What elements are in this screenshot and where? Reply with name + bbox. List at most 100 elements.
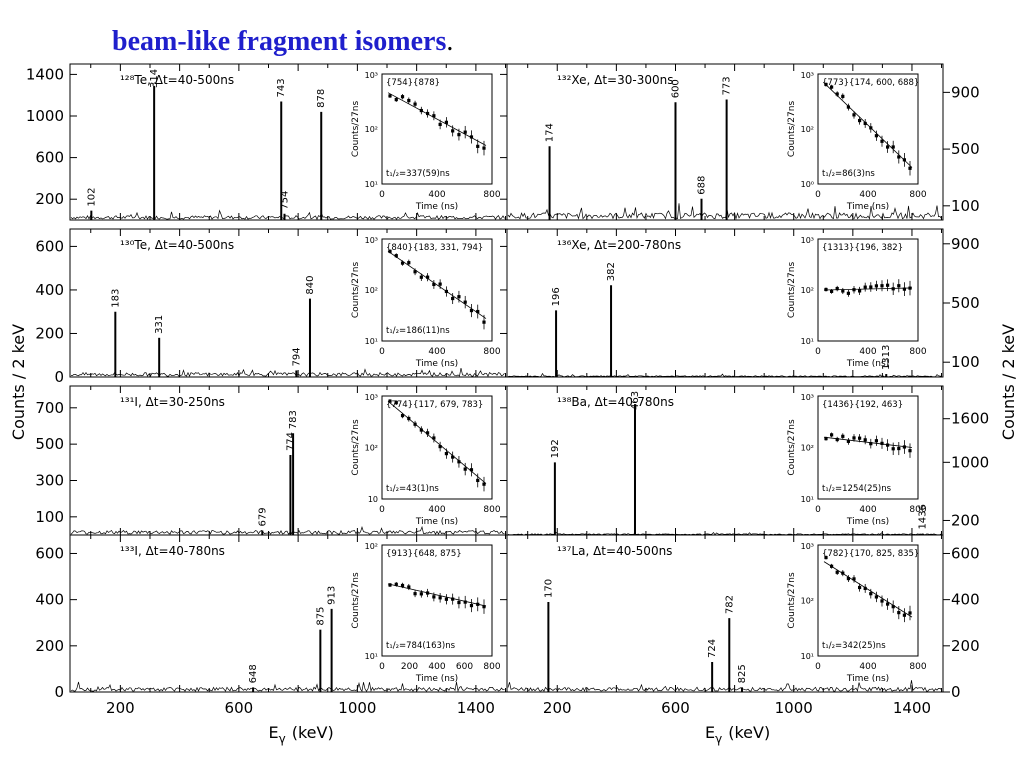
inset-fit-line bbox=[823, 561, 913, 618]
inset-y-mid: 10² bbox=[365, 286, 378, 295]
y-tick-label: 100 bbox=[951, 197, 980, 215]
peak-label: 102 bbox=[86, 188, 97, 207]
inset-point bbox=[886, 602, 890, 606]
y-tick-label: 600 bbox=[35, 544, 64, 562]
inset-point bbox=[400, 413, 405, 418]
inset-y-label: Counts/27ns bbox=[787, 262, 797, 319]
inset-halflife: t₁/₂=86(3)ns bbox=[822, 169, 875, 179]
spectrum-panel-4: 679 774 783 ¹³¹I, Δt=30-250ns 100 300 500 700 {7… bbox=[35, 385, 508, 536]
inset-frame bbox=[381, 238, 493, 342]
inset-y-mid: 10² bbox=[801, 597, 814, 606]
inset-decay-plot: {782}{170, 825, 835} t₁/₂=342(25)ns 10³ 10²… bbox=[787, 542, 927, 684]
peak-label: 679 bbox=[257, 507, 268, 526]
inset-point bbox=[451, 296, 455, 301]
inset-point bbox=[482, 482, 486, 486]
inset-point bbox=[388, 249, 392, 253]
inset-y-mid: 10² bbox=[365, 125, 378, 134]
y-tick-label: 600 bbox=[35, 149, 64, 167]
inset-point bbox=[469, 135, 474, 139]
inset-point bbox=[863, 121, 867, 126]
inset-frame bbox=[381, 395, 493, 500]
inset-point bbox=[886, 283, 890, 287]
y-tick-label: 100 bbox=[35, 508, 64, 526]
peak-label: 648 bbox=[248, 664, 259, 683]
inset-point bbox=[858, 118, 862, 123]
inset-y-max: 10³ bbox=[365, 393, 378, 402]
inset-title: {754}{878} bbox=[386, 78, 440, 88]
peak-label: 774 bbox=[285, 432, 296, 451]
slide-title: beam-like fragment isomers. bbox=[112, 26, 453, 58]
y-tick-label: 1000 bbox=[951, 453, 989, 471]
inset-point bbox=[852, 577, 856, 581]
inset-point bbox=[897, 155, 901, 159]
inset-point bbox=[444, 120, 448, 124]
inset-point bbox=[438, 596, 442, 600]
peak-label: 782 bbox=[724, 595, 735, 614]
inset-point bbox=[874, 439, 878, 443]
inset-x-tick-label: 400 bbox=[428, 505, 445, 515]
inset-point bbox=[400, 95, 405, 99]
inset-point bbox=[444, 452, 448, 456]
panel-label: ¹³⁸Ba, Δt=40-780ns bbox=[557, 395, 674, 409]
inset-x-tick-label: 600 bbox=[456, 662, 473, 672]
peak-label: 463 bbox=[630, 391, 641, 410]
inset-point bbox=[852, 288, 856, 292]
inset-point bbox=[451, 597, 455, 601]
peak-label: 743 bbox=[276, 78, 287, 97]
inset-point bbox=[469, 308, 474, 313]
inset-halflife: t₁/₂=784(163)ns bbox=[386, 641, 456, 651]
inset-frame bbox=[817, 395, 919, 500]
spectrum-background bbox=[70, 681, 505, 693]
inset-decay-plot: {754}{878} t₁/₂=337(59)ns 10³ 10² 10¹ Counts/… bbox=[351, 71, 501, 212]
y-tick-label: 200 bbox=[35, 637, 64, 655]
inset-y-label: Counts/27ns bbox=[351, 101, 361, 158]
inset-x-label: Time (ns) bbox=[846, 202, 889, 212]
inset-point bbox=[835, 437, 839, 442]
y-tick-label: 900 bbox=[951, 235, 980, 253]
inset-x-label: Time (ns) bbox=[846, 359, 889, 369]
inset-y-min: 10 bbox=[368, 495, 378, 504]
spectrum-panel-1: 174 600 688 773 ¹³²Xe, Δt=30-300ns 100 500 900 {… bbox=[506, 63, 980, 221]
inset-title: {840}{183, 331, 794} bbox=[386, 243, 483, 253]
inset-point bbox=[400, 261, 405, 265]
y-tick-label: 500 bbox=[951, 140, 980, 158]
inset-x-tick-label: 400 bbox=[859, 662, 876, 672]
spectrum-panel-0: 102 314 743 754 878 ¹²⁸Te, Δt=40-500ns 200 600 1… bbox=[26, 63, 508, 221]
inset-halflife: t₁/₂=43(1)ns bbox=[386, 484, 439, 494]
y-tick-label: 500 bbox=[35, 435, 64, 453]
inset-y-mid: 10² bbox=[801, 286, 814, 295]
inset-point bbox=[469, 468, 474, 472]
y-tick-label: 100 bbox=[951, 353, 980, 371]
y-axis-label-right: Counts / 2 keV bbox=[999, 324, 1018, 440]
inset-point bbox=[419, 275, 423, 279]
inset-x-tick-label: 0 bbox=[379, 347, 385, 357]
inset-point bbox=[852, 436, 856, 440]
inset-x-tick-label: 800 bbox=[483, 662, 500, 672]
inset-point bbox=[388, 399, 392, 403]
inset-point bbox=[426, 275, 430, 279]
inset-x-tick-label: 0 bbox=[815, 190, 821, 200]
peak-label: 183 bbox=[110, 289, 121, 308]
spectrum-panel-5: 192 463 1436 ¹³⁸Ba, Δt=40-780ns 200 1000 1600 {… bbox=[506, 385, 989, 536]
peak-label: 1313 bbox=[881, 345, 892, 370]
inset-point bbox=[874, 134, 878, 138]
slide-title-text: beam-like fragment isomers bbox=[112, 26, 447, 57]
inset-point bbox=[902, 287, 906, 291]
inset-x-tick-label: 400 bbox=[428, 190, 445, 200]
inset-point bbox=[407, 585, 411, 589]
inset-title: {774}{117, 679, 783} bbox=[386, 400, 483, 410]
peak-label: 773 bbox=[722, 76, 733, 95]
spectrum-panel-3: 196 382 1313 ¹³⁶Xe, Δt=200-780ns 100 500 900 {1… bbox=[506, 228, 980, 378]
inset-frame bbox=[817, 73, 919, 185]
inset-point bbox=[835, 286, 839, 291]
x-tick-label: 1000 bbox=[338, 699, 376, 717]
inset-x-label: Time (ns) bbox=[415, 517, 458, 527]
x-tick-label: 200 bbox=[543, 699, 572, 717]
inset-y-mid: 10² bbox=[365, 444, 378, 453]
inset-x-tick-label: 0 bbox=[379, 662, 385, 672]
inset-x-tick-label: 800 bbox=[483, 347, 500, 357]
y-tick-label: 200 bbox=[951, 637, 980, 655]
spectrum-background bbox=[507, 680, 942, 692]
inset-point bbox=[891, 605, 895, 609]
